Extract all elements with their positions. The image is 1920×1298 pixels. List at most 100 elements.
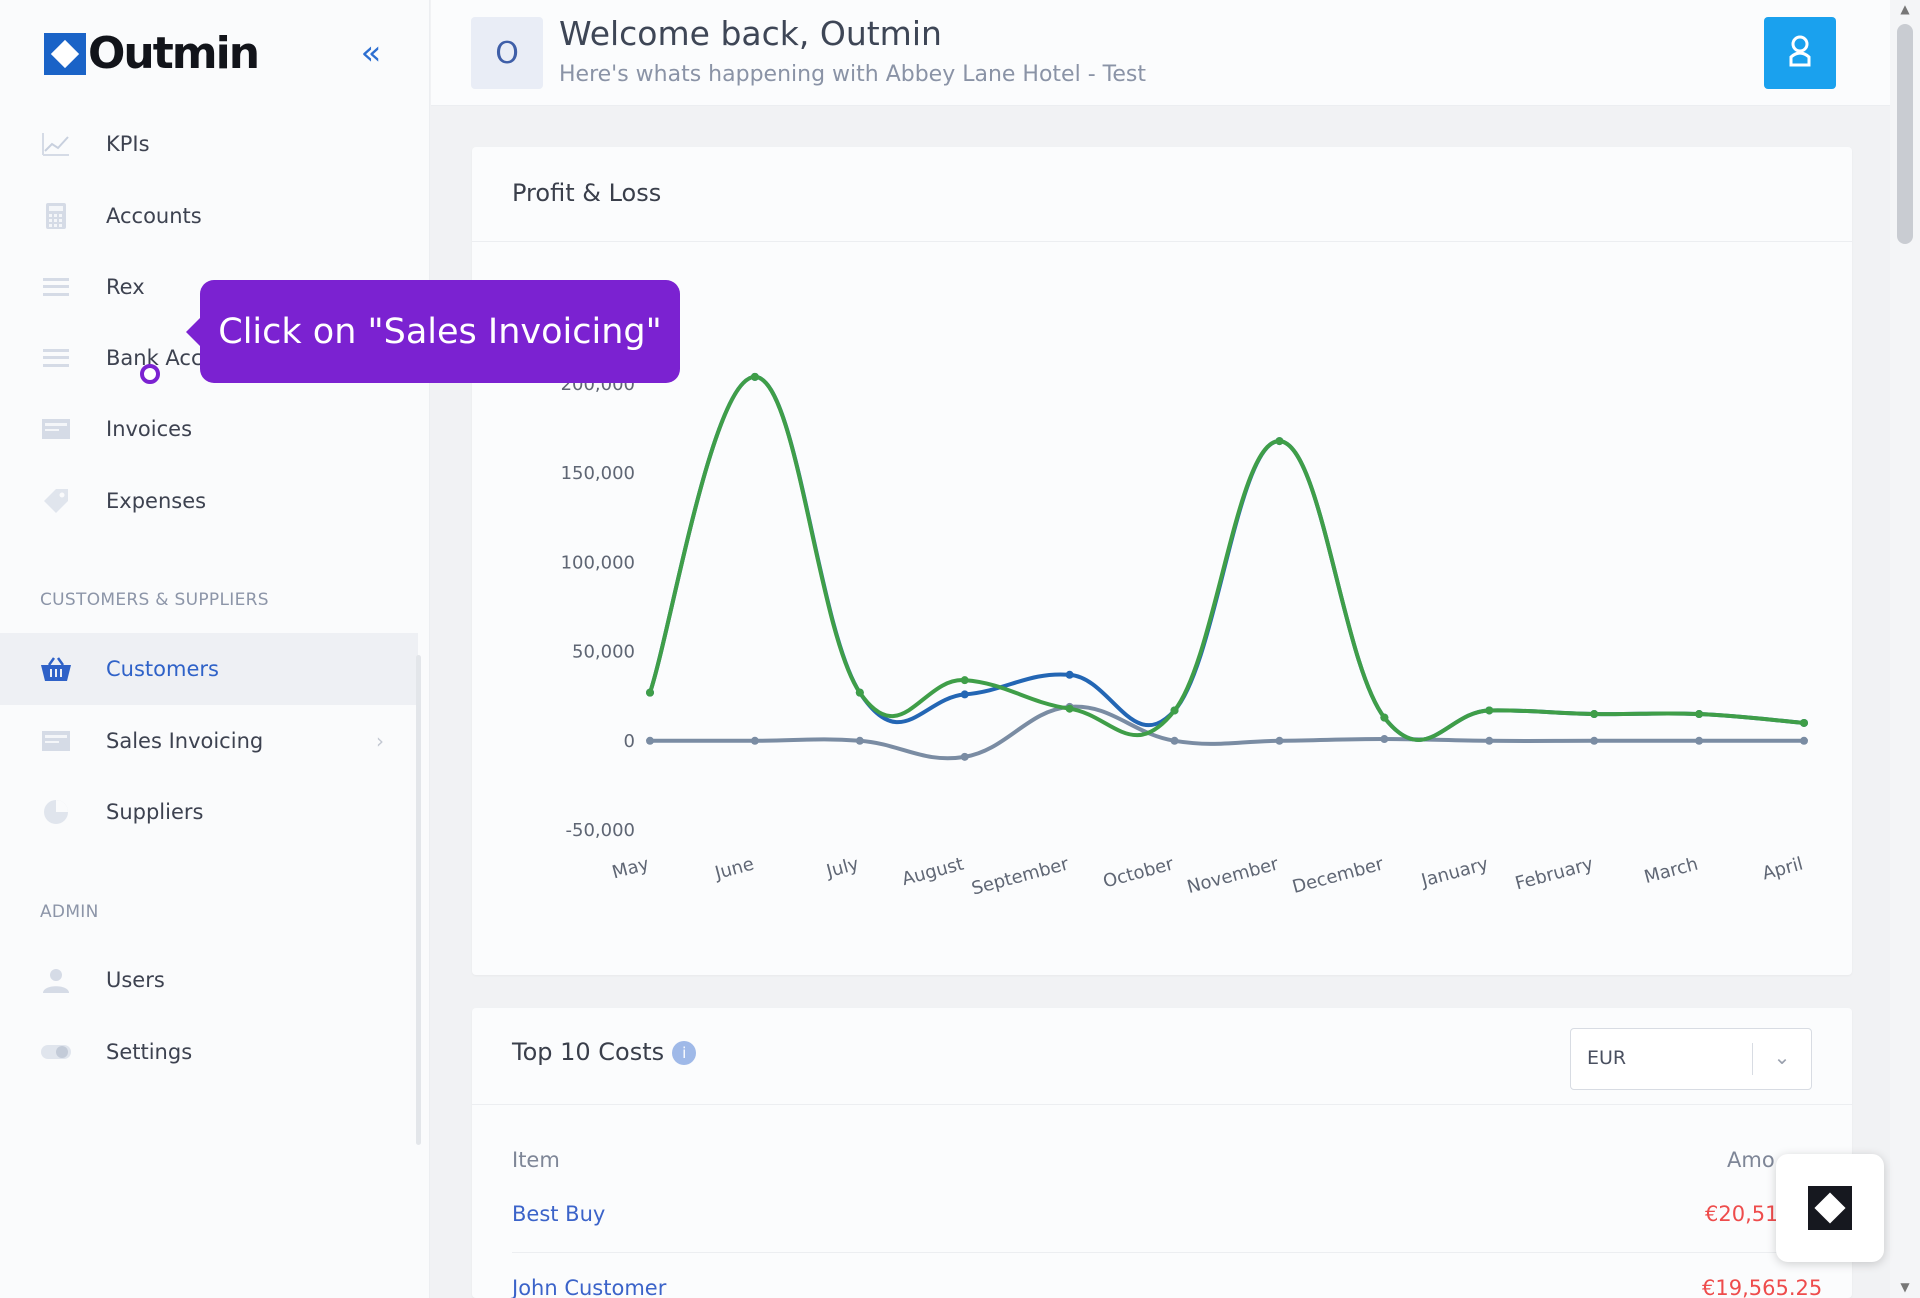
scrollbar-thumb[interactable] [1897,24,1913,244]
card-title: Profit & Loss [512,179,662,207]
logo-text: Outmin [88,28,260,79]
x-tick-label: January [1418,853,1491,891]
x-tick-label: February [1513,853,1596,894]
data-point [960,690,969,699]
sidebar-item-sales-invoicing[interactable]: Sales Invoicing › [0,705,418,777]
y-tick-label: -50,000 [566,820,635,841]
sidebar-item-users[interactable]: Users [0,944,418,1016]
outmin-logo[interactable]: Outmin [44,28,260,79]
x-tick-label: June [712,854,756,885]
card-title: Top 10 Costs i [512,1038,697,1066]
cursor-indicator [140,364,160,384]
chart-line-icon [40,131,72,157]
x-tick-label: March [1642,854,1700,888]
logo-mark-icon [44,32,86,75]
invoice-icon [40,728,72,754]
data-point [1695,710,1704,719]
page-scrollbar[interactable]: ▲ ▼ [1890,0,1920,1298]
x-tick-label: December [1290,853,1386,898]
data-point [1275,437,1284,446]
x-tick-label: September [969,853,1071,899]
select-separator [1752,1043,1753,1075]
sidebar-item-accounts[interactable]: Accounts [0,180,418,252]
data-point [1485,706,1494,715]
cost-row-item-link[interactable]: Best Buy [512,1202,606,1226]
sidebar-item-label: Suppliers [106,800,204,824]
data-point [1695,736,1704,745]
column-header-item: Item [512,1148,560,1172]
data-point [1170,706,1179,715]
page-subtitle: Here's whats happening with Abbey Lane H… [559,62,1146,87]
avatar[interactable]: O [471,17,543,89]
data-point [750,372,759,381]
data-point [1800,736,1808,745]
sidebar-item-kpis[interactable]: KPIs [0,108,418,180]
sidebar-item-label: Sales Invoicing [106,729,264,753]
column-header-amount: Amo [1727,1148,1775,1172]
data-point [1380,735,1389,744]
calculator-icon [40,203,72,229]
basket-icon [40,656,72,682]
card-divider [472,1104,1852,1105]
data-point [1275,736,1284,745]
sidebar-item-rex[interactable]: Rex [0,251,418,323]
top-costs-card: Top 10 Costs i EUR ⌄ Item Amo Best Buy €2… [472,1008,1852,1298]
card-title-text: Top 10 Costs [512,1038,665,1066]
data-point [1170,736,1179,745]
outmin-help-icon [1808,1186,1852,1230]
list-icon [40,345,72,371]
x-tick-label: October [1101,853,1177,892]
sidebar-item-invoices[interactable]: Invoices [0,393,418,465]
x-tick-label: May [610,853,652,883]
y-tick-label: 0 [624,731,635,752]
data-point [646,736,654,745]
card-divider [472,241,1852,242]
section-title-admin: ADMIN [40,902,99,922]
data-point [1065,704,1074,713]
chevron-right-icon: › [376,729,384,753]
data-point [1590,710,1599,719]
data-point [855,736,864,745]
info-icon[interactable]: i [672,1041,697,1065]
sidebar-item-settings[interactable]: Settings [0,1016,418,1088]
x-tick-label: July [823,853,861,882]
data-point [646,688,654,697]
user-icon [1787,35,1813,71]
user-icon [40,967,72,993]
invoice-icon [40,416,72,442]
tag-icon [40,488,72,514]
cost-row-item-link[interactable]: John Customer [512,1276,667,1298]
sidebar-item-label: Accounts [106,204,202,228]
row-divider [512,1252,1812,1253]
x-tick-label: November [1185,853,1281,898]
x-tick-label: August [900,854,966,891]
data-point [1065,670,1074,679]
series-line [650,704,1804,761]
sidebar-item-bank-accounts[interactable]: Bank Acco [0,322,418,394]
sidebar-item-customers[interactable]: Customers [0,633,418,705]
page-header: O Welcome back, Outmin Here's whats happ… [431,0,1890,106]
sidebar: Outmin « KPIs Accounts Rex Bank Acco Inv… [0,0,430,1298]
list-icon [40,274,72,300]
help-widget-button[interactable] [1776,1154,1884,1262]
y-tick-label: 100,000 [561,552,635,573]
sidebar-scrollbar[interactable] [416,655,421,1145]
data-point [1485,736,1494,745]
sidebar-item-label: Invoices [106,417,193,441]
sidebar-item-label: Users [106,968,165,992]
data-point [1800,718,1808,727]
y-tick-label: 150,000 [561,463,635,484]
data-point [960,676,969,685]
sidebar-item-expenses[interactable]: Expenses [0,465,418,537]
data-point [750,736,759,745]
scroll-up-arrow-icon[interactable]: ▲ [1900,2,1910,16]
scroll-down-arrow-icon[interactable]: ▼ [1900,1280,1910,1294]
cost-row-amount: €19,565.25 [1702,1276,1823,1298]
sidebar-item-suppliers[interactable]: Suppliers [0,776,418,848]
user-menu-button[interactable] [1764,17,1836,89]
toggle-icon [40,1039,72,1065]
series-line [648,374,1805,742]
currency-select[interactable]: EUR ⌄ [1570,1028,1812,1090]
collapse-sidebar-button[interactable]: « [360,33,382,73]
